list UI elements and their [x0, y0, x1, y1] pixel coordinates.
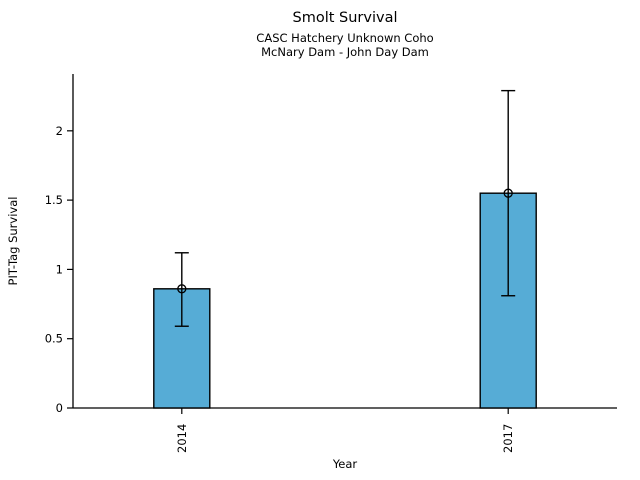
point-marker	[503, 188, 513, 198]
y-tick-label: 0	[56, 401, 63, 415]
y-axis-label: PIT-Tag Survival	[6, 197, 20, 286]
x-tick-label: 2017	[501, 424, 515, 453]
y-tick-label: 1.5	[45, 193, 63, 207]
y-tick-label: 0.5	[45, 332, 63, 346]
point-marker	[177, 284, 187, 294]
y-tick-label: 1	[56, 262, 63, 276]
chart-subtitle-line2: McNary Dam - John Day Dam	[261, 45, 429, 59]
chart-subtitle-line1: CASC Hatchery Unknown Coho	[256, 31, 434, 45]
chart-title: Smolt Survival	[292, 10, 398, 26]
x-tick-label: 2014	[175, 424, 189, 453]
x-axis-label: Year	[332, 457, 358, 471]
y-tick-label: 2	[56, 124, 63, 138]
